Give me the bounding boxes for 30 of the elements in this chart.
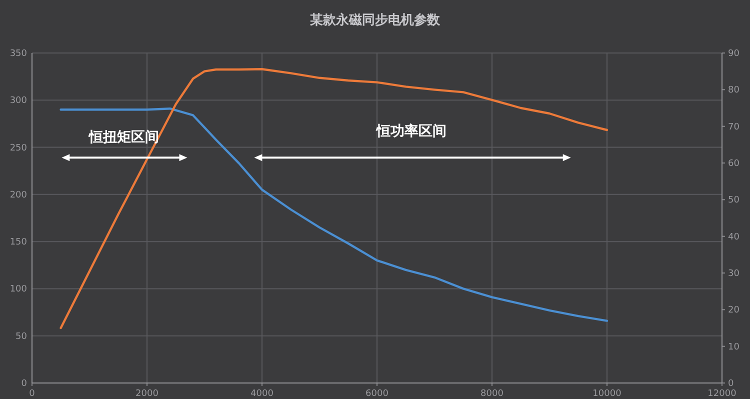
y-tick-label: 50 [16,332,28,342]
y-tick-label: 100 [10,284,28,295]
annotation: 恒扭矩区间 [88,129,159,146]
y2-tick-label: 40 [728,232,740,242]
y2-tick-label: 0 [728,379,734,389]
y-tick-label: 300 [10,96,28,106]
y2-tick-label: 80 [728,86,740,96]
y2-tick-label: 30 [728,269,740,279]
x-tick-label: 8000 [480,389,504,399]
x-tick-label: 6000 [366,389,389,399]
y-tick-label: 350 [10,49,28,59]
x-tick-label: 12000 [708,389,737,399]
y-tick-label: 200 [10,190,28,200]
line-series [60,108,608,322]
x-tick-label: 0 [29,389,36,399]
y2-tick-label: 50 [728,196,740,206]
line-series [60,68,608,330]
y2-tick-label: 20 [728,306,740,316]
y-tick-label: 150 [10,238,28,248]
y2-tick-label: 90 [728,49,740,59]
x-tick-label: 4000 [250,389,274,399]
y-tick-label: 250 [10,143,28,154]
x-tick-label: 2000 [136,389,159,399]
y2-tick-label: 10 [728,342,740,352]
chart-title: 某款永磁同步电机参数 [309,12,441,28]
y-tick-label: 0 [21,379,28,389]
y2-tick-label: 60 [728,159,740,169]
x-tick-label: 10000 [592,389,622,399]
annotation: 恒功率区间 [376,122,446,140]
y2-tick-label: 70 [728,122,740,132]
